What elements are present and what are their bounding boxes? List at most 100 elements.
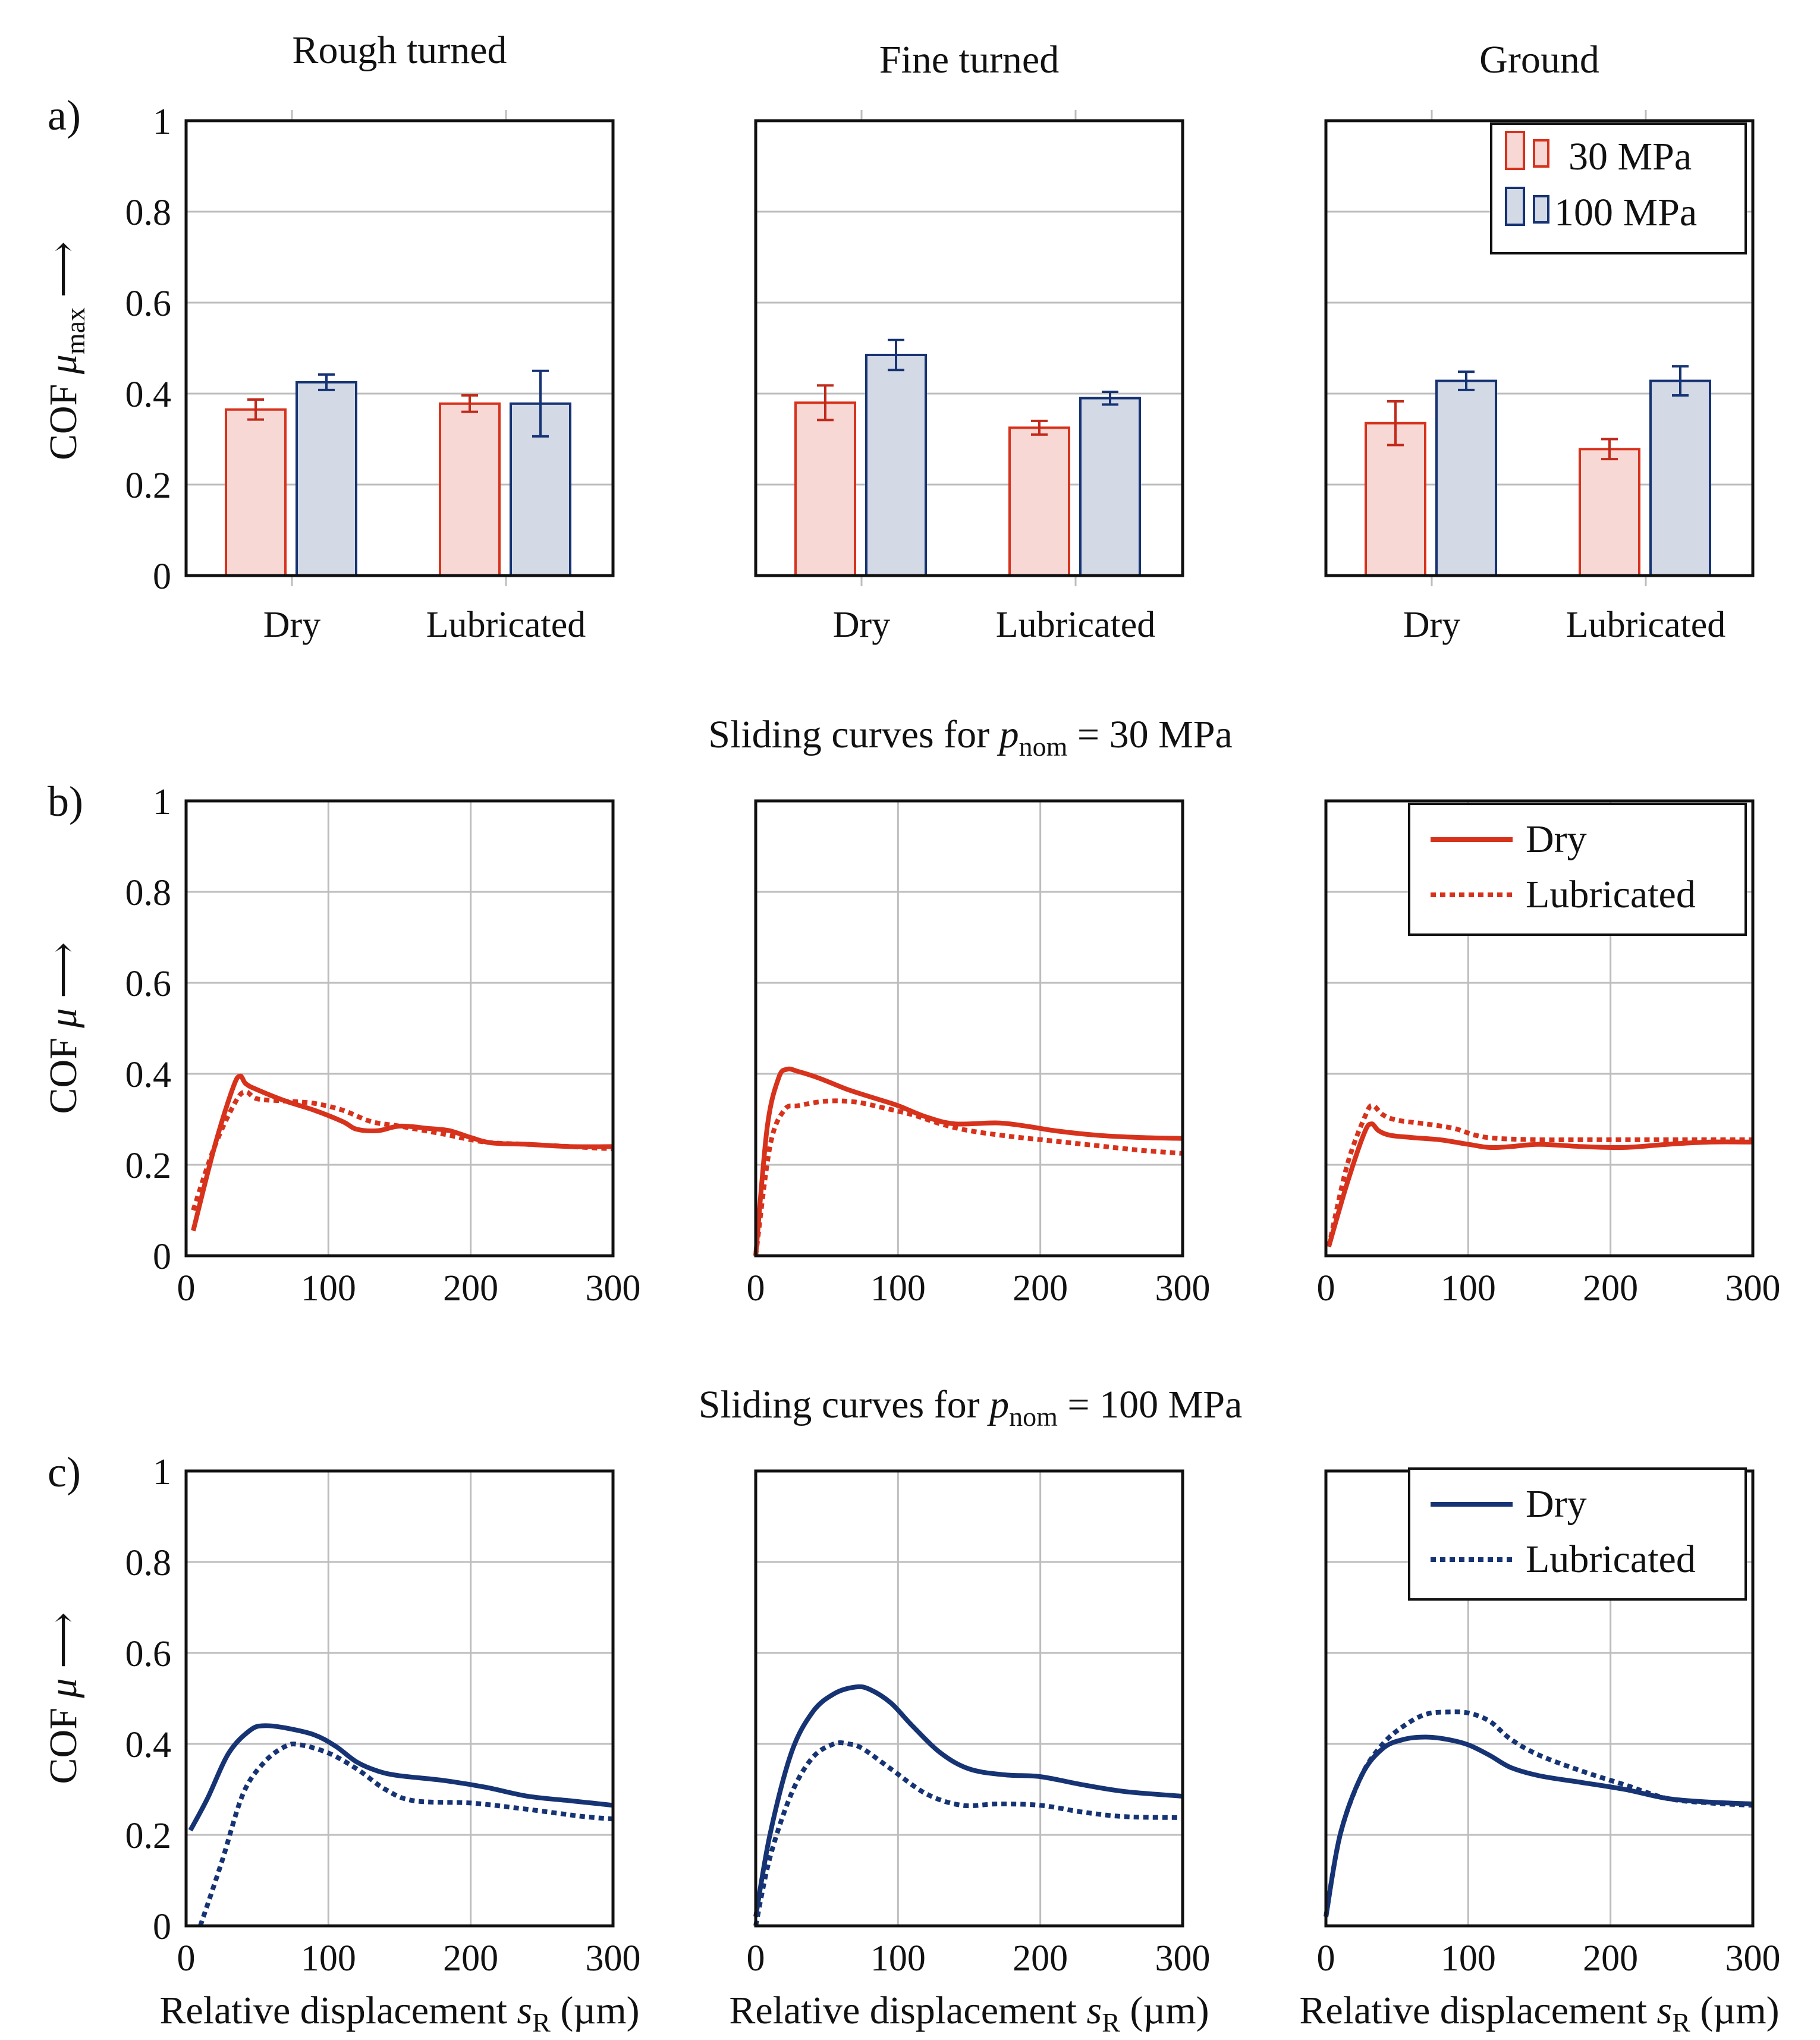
plot-frame xyxy=(754,119,1184,577)
y-tick-label: 0.2 xyxy=(125,1146,172,1186)
series-line-lubricated xyxy=(753,1740,1183,1926)
x-tick-label: 0 xyxy=(747,1938,765,1979)
panel-label-b: b) xyxy=(48,778,83,825)
row-title-b: Sliding curves for pnom = 30 MPa xyxy=(708,713,1233,762)
y-tick-label: 0.8 xyxy=(125,193,172,233)
column-title-fine-turned: Fine turned xyxy=(879,38,1059,81)
x-tick-label: 300 xyxy=(586,1938,641,1979)
category-label: Dry xyxy=(1403,605,1460,645)
bar xyxy=(296,381,357,577)
plot-frame xyxy=(1324,799,1755,1258)
x-tick-label: 300 xyxy=(1155,1268,1211,1309)
legend-swatch-100mpa-b xyxy=(1533,195,1549,224)
y-tick-label: 0.8 xyxy=(125,873,172,913)
legend-label-dry: Dry xyxy=(1526,1482,1587,1526)
y-tick-label: 0.2 xyxy=(125,1816,172,1856)
y-tick-label: 1 xyxy=(153,782,171,822)
plot-frame xyxy=(754,1469,1184,1928)
category-label: Lubricated xyxy=(426,605,586,645)
x-tick-label: 300 xyxy=(586,1268,641,1309)
xlabel-rough-turned: Relative displacement sR (µm) xyxy=(159,1989,639,2038)
y-tick-label: 0.6 xyxy=(125,1634,172,1674)
x-tick-label: 100 xyxy=(301,1938,356,1979)
x-tick-label: 300 xyxy=(1725,1938,1781,1979)
y-tick-label: 0 xyxy=(153,557,171,597)
legend-box xyxy=(1408,1467,1747,1601)
bar xyxy=(1008,426,1070,577)
y-tick-label: 0.6 xyxy=(125,964,172,1004)
column-title-rough-turned: Rough turned xyxy=(292,29,507,72)
legend-label-lubricated: Lubricated xyxy=(1526,1538,1696,1581)
y-tick-label: 0.8 xyxy=(125,1543,172,1583)
plot-frame xyxy=(184,799,615,1258)
x-tick-label: 200 xyxy=(1013,1938,1068,1979)
y-tick-label: 0.4 xyxy=(125,375,172,415)
bar xyxy=(1579,448,1640,577)
legend-swatch-100mpa-a xyxy=(1505,187,1525,226)
series-line-lubricated xyxy=(753,1098,1183,1256)
xlabel-fine-turned: Relative displacement sR (µm) xyxy=(729,1989,1209,2038)
ylabel-c: COF μ ⟶ xyxy=(42,1612,85,1784)
bar-chart-rough-turned: Dry Lubricated 0 0.2 0.4 0.6 0.8 1 xyxy=(125,102,615,645)
x-tick-label: 200 xyxy=(1013,1268,1068,1309)
bar-chart-fine-turned: Dry Lubricated xyxy=(754,110,1184,645)
y-tick-label: 0.4 xyxy=(125,1725,172,1765)
legend-box xyxy=(1408,803,1747,936)
bar xyxy=(1649,379,1711,577)
x-tick-label: 200 xyxy=(1583,1938,1638,1979)
ylabel-a: COF μmax ⟶ xyxy=(42,241,90,460)
x-tick-label: 0 xyxy=(1317,1268,1335,1309)
y-tick-label: 0.2 xyxy=(125,466,172,506)
x-tick-label: 200 xyxy=(443,1938,498,1979)
x-tick-label: 300 xyxy=(1155,1938,1211,1979)
category-label: Dry xyxy=(833,605,890,645)
series-line-lubricated xyxy=(198,1742,614,1927)
series-line-dry xyxy=(753,1066,1183,1256)
category-label: Dry xyxy=(263,605,320,645)
bar xyxy=(1435,379,1497,577)
panel-label-c: c) xyxy=(48,1448,81,1496)
x-tick-label: 0 xyxy=(177,1268,196,1309)
legend-label-100mpa: 100 MPa xyxy=(1554,191,1697,234)
y-tick-label: 0.4 xyxy=(125,1055,172,1095)
plot-frame xyxy=(754,799,1184,1258)
x-tick-label: 0 xyxy=(747,1268,765,1309)
series-line-dry xyxy=(1326,1121,1753,1247)
x-tick-label: 100 xyxy=(301,1268,356,1309)
bar xyxy=(794,401,856,577)
y-tick-label: 0.6 xyxy=(125,284,172,324)
column-title-ground: Ground xyxy=(1479,38,1599,81)
y-tick-label: 1 xyxy=(153,1452,171,1492)
series-line-lubricated xyxy=(191,1089,614,1211)
legend-lines-30mpa: Dry Lubricated xyxy=(1408,803,1747,936)
category-label: Lubricated xyxy=(1566,605,1726,645)
xlabel-ground: Relative displacement sR (µm) xyxy=(1299,1989,1779,2038)
plot-frame xyxy=(1324,119,1755,577)
category-label: Lubricated xyxy=(996,605,1156,645)
legend-lines-100mpa: Dry Lubricated xyxy=(1408,1467,1747,1601)
legend-label-lubricated: Lubricated xyxy=(1526,873,1696,916)
series-line-dry xyxy=(753,1684,1183,1918)
series-line-lubricated xyxy=(1326,1103,1753,1247)
x-tick-label: 100 xyxy=(1441,1268,1496,1309)
x-tick-label: 0 xyxy=(1317,1938,1335,1979)
bar xyxy=(439,402,501,577)
panel-label-a: a) xyxy=(48,92,81,139)
series-line-dry xyxy=(1324,1734,1753,1918)
line-chart-100mpa-rough-turned: 0 100 200 300 0 0.2 0.4 0.6 0.8 1 xyxy=(125,1452,641,1979)
legend-label-dry: Dry xyxy=(1526,818,1587,861)
x-tick-label: 200 xyxy=(1583,1268,1638,1309)
line-chart-30mpa-fine-turned: 0 100 200 300 xyxy=(747,799,1211,1309)
x-tick-label: 200 xyxy=(443,1268,498,1309)
bar xyxy=(225,408,287,577)
x-tick-label: 0 xyxy=(177,1938,196,1979)
x-tick-label: 100 xyxy=(1441,1938,1496,1979)
line-chart-30mpa-rough-turned: 0 100 200 300 0 0.2 0.4 0.6 0.8 1 xyxy=(125,782,641,1309)
line-chart-100mpa-fine-turned: 0 100 200 300 xyxy=(747,1469,1211,1979)
row-title-c: Sliding curves for pnom = 100 MPa xyxy=(699,1383,1243,1432)
series-line-lubricated xyxy=(1324,1709,1753,1918)
x-tick-label: 100 xyxy=(870,1268,926,1309)
x-tick-label: 100 xyxy=(870,1938,926,1979)
plot-frame xyxy=(184,1469,615,1928)
